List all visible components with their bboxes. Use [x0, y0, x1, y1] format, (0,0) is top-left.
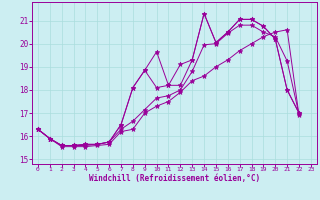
X-axis label: Windchill (Refroidissement éolien,°C): Windchill (Refroidissement éolien,°C) — [89, 174, 260, 183]
